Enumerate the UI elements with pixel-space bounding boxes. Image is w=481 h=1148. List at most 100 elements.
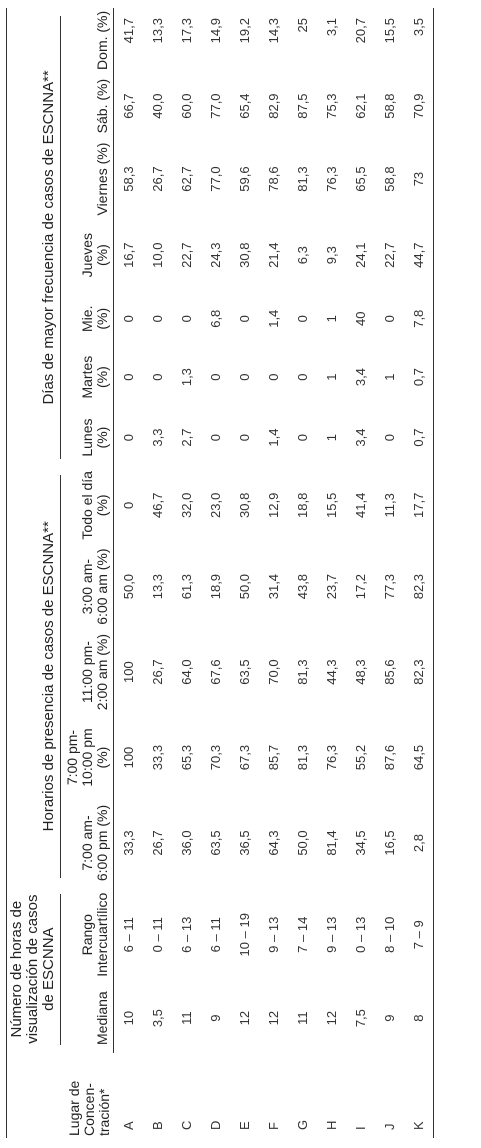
table-cell: 44,7 <box>404 218 434 292</box>
table-cell: 0 <box>295 373 310 381</box>
table-cell: 0 <box>121 501 136 509</box>
column-header-row: Mediana Rango Intercuartílico 7:00 am- 6:0… <box>63 8 114 1138</box>
table-cell: 58,3 <box>121 166 136 192</box>
column-header: 11:00 pm- 2:00 am (%) <box>63 629 114 715</box>
table-cell: 22,7 <box>382 242 397 268</box>
table-cell: 50,0 <box>237 573 252 600</box>
table-cell: 13,3 <box>150 573 165 600</box>
table-cell: 13,3 <box>150 18 165 44</box>
table-cell: 77,0 <box>208 93 223 119</box>
table-cell: 8 – 10 <box>382 916 397 953</box>
table-cell: 11 <box>295 1011 310 1025</box>
row-label: K <box>404 1052 434 1138</box>
table-cell: 17,7 <box>404 466 434 544</box>
lugar-header: Lugar de Concen-tración* <box>6 1052 114 1138</box>
table-cell: 9 – 13 <box>266 916 281 953</box>
table-cell: 50,0 <box>295 830 310 856</box>
row-label: A <box>120 1121 136 1130</box>
table-cell: 24,3 <box>208 242 223 268</box>
table-cell: 46,7 <box>150 492 165 518</box>
table-row: H 12 9 – 13 81,4 76,3 44,3 23,7 15,5 1 1 1 9,3 76,3 7… <box>317 8 346 1138</box>
column-header: 7:00 pm- 10:00 pm (%) <box>63 714 114 801</box>
table-cell: 1 <box>382 373 397 381</box>
table-cell: 20,7 <box>353 18 368 44</box>
table-cell: 60,0 <box>179 93 194 119</box>
table-cell: 78,6 <box>266 166 281 192</box>
table-cell: 0 <box>150 315 165 323</box>
table-cell: 61,3 <box>179 573 194 600</box>
table-cell: 65,3 <box>179 744 194 771</box>
group-dias-header: Días de mayor frecuencia de casos de ESC… <box>6 8 63 467</box>
table-cell: 26,7 <box>150 659 165 685</box>
table-cell: 7,5 <box>353 1009 368 1028</box>
row-label: G <box>295 1119 310 1130</box>
table-cell: 3,4 <box>353 428 368 447</box>
table-cell: 9 <box>208 1014 223 1022</box>
table-cell: 0 <box>295 315 310 323</box>
table-body: A 10 6 – 11 33,3 100 100 50,0 0 0 0 0 16,7 58,3 66,7 4… <box>114 8 434 1138</box>
table-cell: 58,8 <box>382 166 397 192</box>
table-cell: 3,5 <box>404 8 434 73</box>
table-cell: 14,9 <box>208 18 223 44</box>
table-cell: 0 <box>150 373 165 381</box>
table-cell: 50,0 <box>121 573 136 600</box>
table-row: G 11 7 – 14 50,0 81,3 81,3 43,8 18,8 0 0 0 6,3 81,3 8… <box>288 8 317 1138</box>
table-cell: 0 <box>121 315 136 323</box>
group-header-row: Lugar de Concen-tración* Número de horas… <box>6 8 114 1138</box>
table-cell: 12 <box>324 1010 339 1026</box>
table-cell: 58,8 <box>382 93 397 119</box>
table-cell: 6 – 11 <box>121 917 136 953</box>
table-cell: 32,0 <box>179 492 194 518</box>
table-cell: 12 <box>266 1010 281 1026</box>
table-cell: 1,4 <box>266 428 281 447</box>
row-label: F <box>266 1122 281 1130</box>
column-header: Jueves (%) <box>63 218 114 292</box>
table-cell: 87,5 <box>295 93 310 119</box>
table-cell: 0,7 <box>404 408 434 467</box>
table-cell: 31,4 <box>266 573 281 600</box>
table-cell: 16,5 <box>382 830 397 856</box>
table-cell: 0 <box>237 433 252 442</box>
table-cell: 41,7 <box>121 18 136 44</box>
table-cell: 76,3 <box>324 744 339 771</box>
table-cell: 26,7 <box>150 830 165 856</box>
row-label: B <box>150 1121 165 1130</box>
column-header: Dom. (%) <box>63 8 114 73</box>
table-cell: 23,7 <box>324 573 339 600</box>
table-cell: 24,1 <box>353 242 368 268</box>
table-cell: 33,3 <box>150 744 165 771</box>
table-cell: 0 <box>179 315 194 323</box>
group-horas-label: Número de horas de visualización de caso… <box>8 893 61 1045</box>
table-cell: 10 – 19 <box>237 913 252 957</box>
table-cell: 100 <box>121 746 136 769</box>
table-cell: 67,3 <box>237 744 252 771</box>
table-cell: 0 <box>208 373 223 381</box>
table-cell: 0 <box>121 433 136 442</box>
table-cell: 85,6 <box>382 659 397 685</box>
table-cell: 7 – 14 <box>295 916 310 953</box>
table-row: C 11 6 – 13 36,0 65,3 64,0 61,3 32,0 2,7 1,3 0 22,7… <box>172 8 201 1138</box>
table-cell: 17,3 <box>179 18 194 44</box>
row-label: E <box>237 1121 252 1130</box>
table-cell: 43,8 <box>295 573 310 600</box>
table-cell: 11,3 <box>382 493 397 518</box>
table-cell: 63,5 <box>208 830 223 856</box>
group-horarios-header: Horarios de presencia de casos de ESCNNA… <box>6 466 63 886</box>
table-cell: 9 <box>382 1014 397 1022</box>
table-cell: 0 – 13 <box>353 916 368 953</box>
table-cell: 0 <box>382 433 397 442</box>
table-cell: 10,0 <box>150 242 165 268</box>
table-cell: 70,9 <box>404 72 434 140</box>
table-cell: 82,3 <box>404 543 434 630</box>
table-cell: 75,3 <box>324 93 339 119</box>
table-cell: 76,3 <box>324 166 339 192</box>
data-table: Lugar de Concen-tración* Número de horas… <box>6 8 434 1138</box>
table-row: J 9 8 – 10 16,5 87,6 85,6 77,3 11,3 0 1 0 22,7 58,8 5… <box>375 8 404 1138</box>
table-row: D 9 6 – 11 63,5 70,3 67,6 18,9 23,0 0 0 6,8 24,3 77,… <box>201 8 230 1138</box>
table-cell: 1,4 <box>266 309 281 328</box>
table-cell: 34,5 <box>353 830 368 856</box>
table-cell: 25 <box>295 18 310 33</box>
table-cell: 64,3 <box>266 830 281 856</box>
